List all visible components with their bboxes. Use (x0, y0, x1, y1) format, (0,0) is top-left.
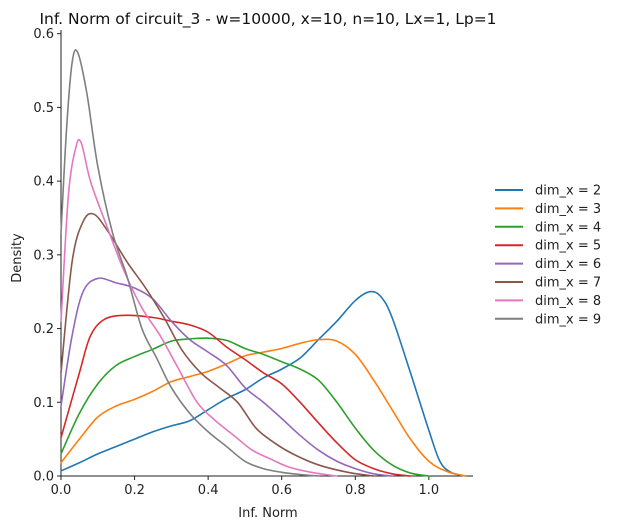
x-tick-label: 0.6 (271, 483, 292, 498)
legend-label: dim_x = 7 (535, 276, 601, 291)
legend-item: dim_x = 4 (495, 220, 601, 235)
legend-item: dim_x = 5 (495, 239, 601, 254)
series-line-4 (60, 314, 412, 477)
legend-label: dim_x = 3 (535, 202, 601, 217)
series-line-8 (60, 49, 320, 477)
x-tick-label: 0.2 (124, 483, 145, 498)
legend-item: dim_x = 2 (495, 184, 601, 199)
y-tick-label: 0.6 (33, 27, 54, 42)
series-line-2 (60, 338, 467, 477)
legend-item: dim_x = 7 (495, 276, 601, 291)
legend-item: dim_x = 3 (495, 202, 601, 217)
x-tick-label: 0.8 (345, 483, 366, 498)
legend-label: dim_x = 5 (535, 239, 601, 254)
legend-label: dim_x = 4 (535, 220, 601, 235)
series-line-5 (60, 277, 393, 477)
y-tick-label: 0.3 (33, 248, 54, 263)
legend-item: dim_x = 8 (495, 294, 601, 309)
x-tick-label: 1.0 (419, 483, 440, 498)
legend-item: dim_x = 9 (495, 312, 601, 327)
series-line-6 (60, 212, 375, 477)
x-tick-label: 0.4 (198, 483, 219, 498)
y-axis-label: Density (10, 233, 25, 283)
legend-label: dim_x = 8 (535, 294, 601, 309)
legend-label: dim_x = 2 (535, 184, 601, 199)
legend-label: dim_x = 9 (535, 312, 601, 327)
series-line-1 (60, 290, 467, 477)
y-tick-label: 0.2 (33, 322, 54, 337)
series-line-7 (60, 138, 338, 477)
chart-title: Inf. Norm of circuit_3 - w=10000, x=10, … (39, 10, 496, 29)
y-tick-label: 0.0 (33, 470, 54, 485)
series-line-3 (60, 337, 430, 477)
y-tick-label: 0.4 (33, 175, 54, 190)
plot-area: 0.0 0.2 0.4 0.6 0.8 1.0 0.0 0.1 0.2 0.3 0.4 0.5 0.6 (33, 27, 473, 498)
legend-label: dim_x = 6 (535, 257, 601, 272)
y-tick-label: 0.1 (33, 396, 54, 411)
legend: dim_x = 2 dim_x = 3 dim_x = 4 dim_x = 5 dim_… (495, 184, 601, 327)
x-tick-label: 0.0 (51, 483, 72, 498)
legend-item: dim_x = 6 (495, 257, 601, 272)
y-tick-label: 0.5 (33, 101, 54, 116)
x-axis-label: Inf. Norm (238, 506, 297, 521)
